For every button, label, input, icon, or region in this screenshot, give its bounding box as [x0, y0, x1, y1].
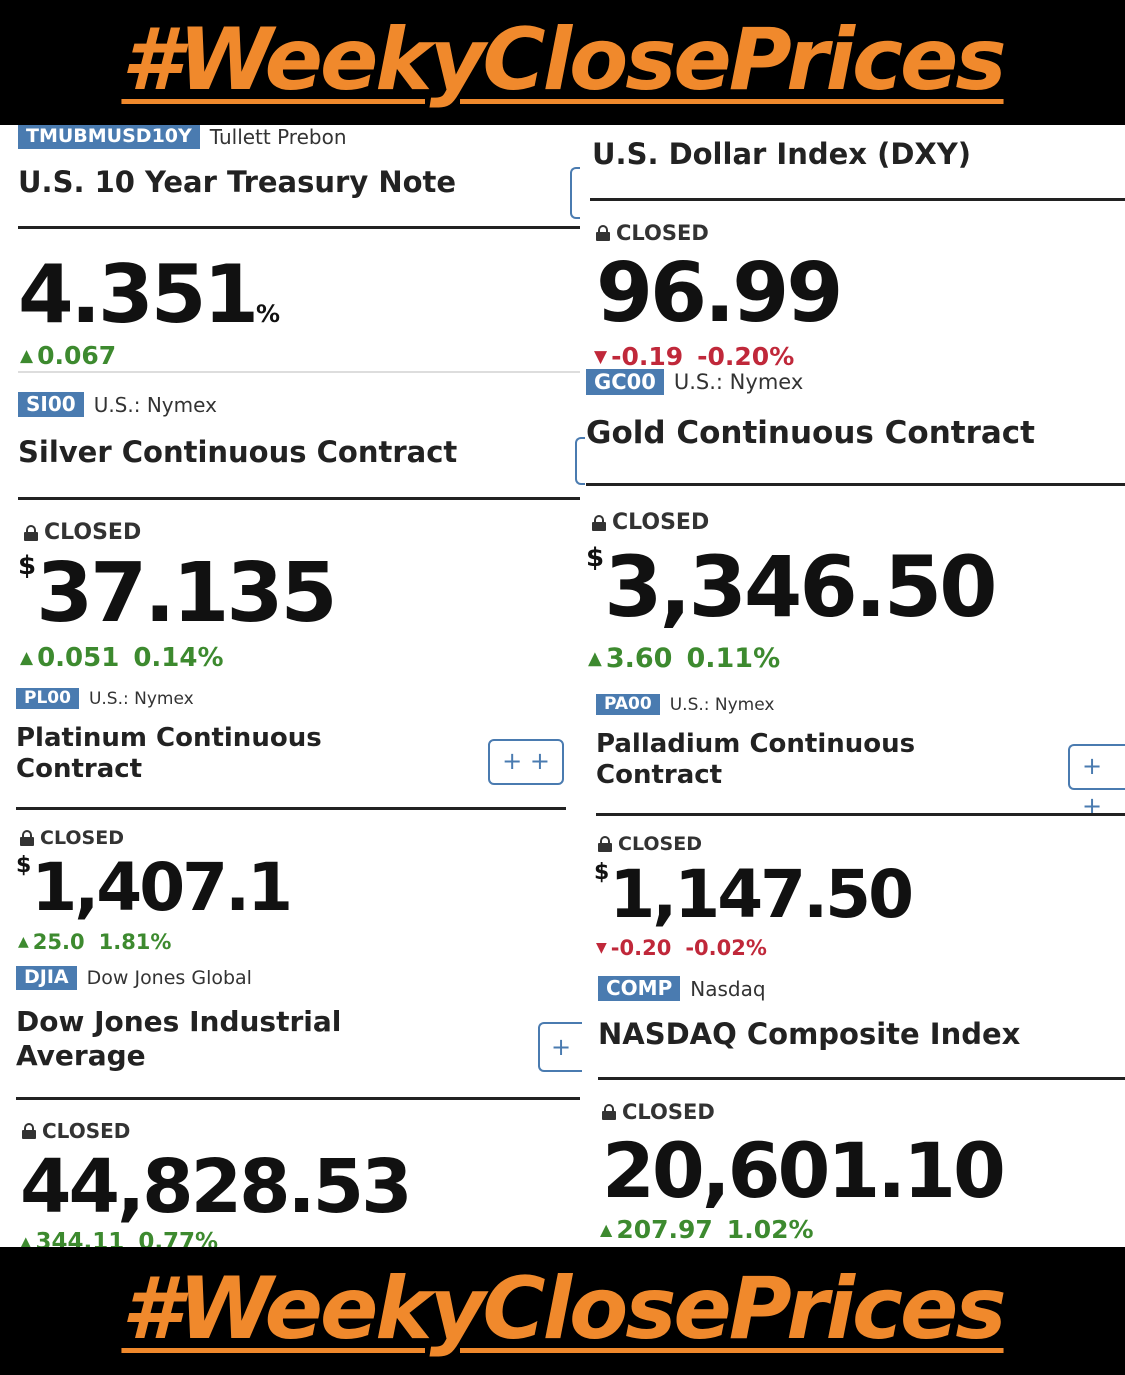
lock-icon — [602, 1104, 616, 1120]
palladium-divider — [596, 813, 1125, 816]
treasury-change: ▲ 0.067 — [20, 341, 117, 370]
silver-header: SI00 U.S.: Nymex — [18, 392, 217, 417]
djia-ticker[interactable]: DJIA — [16, 966, 77, 990]
percent-unit: % — [256, 300, 281, 328]
treasury-add-edge[interactable] — [570, 167, 580, 219]
platinum-status: CLOSED — [20, 827, 124, 849]
silver-divider — [18, 497, 580, 500]
gold-price: $3,346.50 — [586, 538, 998, 636]
dxy-name: U.S. Dollar Index (DXY) — [592, 137, 972, 171]
silver-status: CLOSED — [24, 520, 141, 545]
gold-name: Gold Continuous Contract — [586, 415, 1036, 451]
up-arrow-icon: ▲ — [600, 1220, 613, 1239]
djia-status: CLOSED — [22, 1119, 130, 1143]
treasury-bottom-divider — [18, 371, 580, 373]
dxy-change: ▼ -0.19 -0.20% — [594, 342, 795, 371]
treasury-ticker[interactable]: TMUBMUSD10Y — [18, 125, 200, 149]
up-arrow-icon: ▲ — [20, 345, 34, 366]
up-arrow-icon: ▲ — [20, 648, 34, 668]
platinum-divider — [16, 807, 566, 810]
treasury-divider — [18, 226, 580, 229]
lock-icon — [22, 1123, 36, 1139]
treasury-exchange: Tullett Prebon — [209, 125, 347, 149]
silver-exchange: U.S.: Nymex — [93, 392, 217, 417]
lock-icon — [592, 514, 606, 531]
nasdaq-price: 20,601.10 — [602, 1126, 1006, 1215]
palladium-ticker[interactable]: PA00 — [596, 694, 660, 716]
up-arrow-icon: ▲ — [20, 1233, 32, 1247]
gold-change: ▲ 3.60 0.11% — [588, 643, 781, 674]
dxy-price: 96.99 — [596, 246, 843, 341]
banner-title-bottom: #WeekyClosePrices — [121, 1259, 1006, 1359]
gold-divider — [586, 483, 1125, 486]
djia-exchange: Dow Jones Global — [86, 966, 252, 989]
dxy-status: CLOSED — [596, 221, 709, 245]
banner-title: #WeekyClosePrices — [121, 10, 1006, 110]
treasury-header: TMUBMUSD10Y Tullett Prebon — [18, 125, 347, 149]
nasdaq-status: CLOSED — [602, 1100, 715, 1124]
silver-name: Silver Continuous Contract — [18, 435, 458, 469]
nasdaq-divider — [598, 1077, 1125, 1080]
djia-name: Dow Jones Industrial Average — [16, 1005, 342, 1072]
palladium-change: ▼ -0.20 -0.02% — [596, 936, 767, 960]
silver-add-edge[interactable] — [575, 437, 585, 485]
nasdaq-name: NASDAQ Composite Index — [598, 1017, 1021, 1051]
bottom-banner: #WeekyClosePrices — [0, 1247, 1125, 1375]
platinum-header: PL00 U.S.: Nymex — [16, 688, 194, 710]
silver-ticker[interactable]: SI00 — [18, 392, 84, 417]
platinum-change: ▲ 25.0 1.81% — [18, 930, 172, 954]
lock-icon — [598, 836, 612, 852]
silver-price: $37.135 — [18, 546, 338, 641]
palladium-name: Palladium Continuous Contract — [596, 729, 916, 791]
nasdaq-ticker[interactable]: COMP — [598, 976, 681, 1001]
down-arrow-icon: ▼ — [594, 346, 608, 367]
treasury-name: U.S. 10 Year Treasury Note — [18, 165, 457, 199]
nasdaq-header: COMP Nasdaq — [598, 976, 766, 1001]
palladium-add-button[interactable]: + + — [1068, 744, 1125, 820]
gold-exchange: U.S.: Nymex — [673, 370, 804, 395]
djia-price: 44,828.53 — [20, 1144, 413, 1230]
platinum-add-button[interactable]: + + — [488, 739, 564, 785]
lock-icon — [596, 225, 610, 241]
treasury-price: 4.351% — [18, 248, 281, 341]
top-banner: #WeekyClosePrices — [0, 0, 1125, 125]
up-arrow-icon: ▲ — [18, 934, 29, 950]
palladium-header: PA00 U.S.: Nymex — [596, 694, 775, 716]
gold-header: GC00 U.S.: Nymex — [586, 369, 804, 396]
palladium-exchange: U.S.: Nymex — [669, 694, 775, 715]
up-arrow-icon: ▲ — [588, 648, 602, 669]
dxy-divider — [590, 198, 1125, 201]
lock-icon — [20, 830, 34, 846]
platinum-price: $1,407.1 — [16, 849, 293, 926]
palladium-price: $1,147.50 — [594, 856, 914, 933]
platinum-ticker[interactable]: PL00 — [16, 688, 79, 710]
djia-add-button[interactable]: + — [538, 1022, 582, 1072]
silver-change: ▲ 0.051 0.14% — [20, 643, 224, 673]
djia-divider — [16, 1097, 580, 1100]
platinum-exchange: U.S.: Nymex — [88, 688, 194, 709]
nasdaq-exchange: Nasdaq — [690, 976, 766, 1001]
gold-status: CLOSED — [592, 510, 709, 535]
palladium-status: CLOSED — [598, 833, 702, 855]
djia-change: ▲ 344.11 0.77% — [20, 1229, 218, 1247]
nasdaq-change: ▲ 207.97 1.02% — [600, 1215, 814, 1244]
platinum-name: Platinum Continuous Contract — [16, 723, 322, 785]
lock-icon — [24, 524, 38, 541]
djia-header: DJIA Dow Jones Global — [16, 966, 252, 990]
down-arrow-icon: ▼ — [596, 940, 607, 956]
quotes-panel: TMUBMUSD10Y Tullett Prebon U.S. 10 Year … — [0, 125, 1125, 1247]
gold-ticker[interactable]: GC00 — [586, 369, 664, 396]
